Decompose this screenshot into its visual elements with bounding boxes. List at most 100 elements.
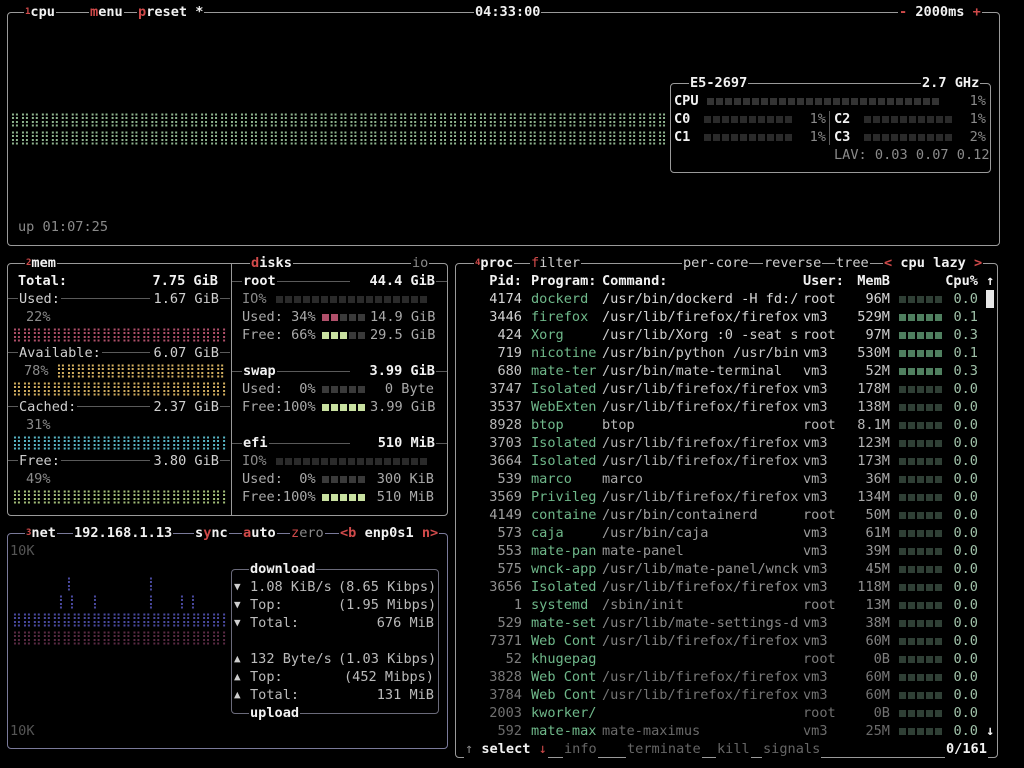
process-row[interactable]: 3828 Web Cont/usr/lib/firefox/firefox vm3 6… bbox=[460, 668, 985, 686]
process-pid: 7371 bbox=[489, 633, 522, 649]
interface-selector[interactable]: <b enp0s1 n> bbox=[339, 524, 440, 542]
prev-interface-button[interactable]: <b bbox=[340, 525, 357, 541]
process-row[interactable]: 4174 dockerd/usr/bin/dockerd -H fd:/root 9… bbox=[460, 290, 985, 308]
scroll-down-arrow[interactable]: ↓ bbox=[986, 723, 995, 739]
download-spike: ⡇ bbox=[69, 594, 77, 610]
process-row[interactable]: 7371 Web Cont/usr/lib/firefox/firefox vm3 6… bbox=[460, 632, 985, 650]
meter-cell bbox=[908, 691, 915, 699]
process-cpu: 0.0 bbox=[953, 669, 978, 685]
meter-cell bbox=[878, 97, 885, 105]
meter-cell bbox=[908, 565, 915, 573]
process-row[interactable]: 553 mate-pan mate-panel vm3 39M 0.0 bbox=[460, 542, 985, 560]
process-row[interactable]: 3656 Isolated/usr/lib/firefox/firefox vm3 1… bbox=[460, 578, 985, 596]
disk-io-meter bbox=[276, 290, 436, 308]
sort-prev-button[interactable]: < bbox=[884, 255, 893, 271]
process-row[interactable]: 592 mate-max mate-maximus vm3 25M 0.0 bbox=[460, 722, 985, 740]
meter-cell bbox=[899, 313, 906, 321]
process-row[interactable]: 680 mate-ter/usr/bin/mate-terminal vm3 52M 0… bbox=[460, 362, 985, 380]
disks-panel-title[interactable]: disks bbox=[250, 254, 293, 272]
process-row[interactable]: 1 systemd/sbin/init root 13M 0.0 bbox=[460, 596, 985, 614]
disk-free-value: 510 MiB bbox=[376, 489, 434, 505]
meter-cell bbox=[935, 529, 942, 537]
header-program[interactable]: Program: bbox=[531, 273, 597, 289]
rate-increase-button[interactable]: + bbox=[972, 4, 981, 20]
meter-cell bbox=[926, 421, 933, 429]
process-row[interactable]: 3446 firefox/usr/lib/firefox/firefox vm3 52… bbox=[460, 308, 985, 326]
process-row[interactable]: 573 caja/usr/bin/caja vm3 61M 0.0 bbox=[460, 524, 985, 542]
process-row[interactable]: 2003 kworker/root 0B 0.0 bbox=[460, 704, 985, 722]
zero-toggle[interactable]: zero bbox=[290, 524, 325, 542]
tree-toggle[interactable]: tree bbox=[835, 254, 870, 272]
meter-cell bbox=[917, 637, 924, 645]
auto-toggle[interactable]: auto bbox=[242, 524, 277, 542]
process-row[interactable]: 52 khugepag root 0B 0.0 bbox=[460, 650, 985, 668]
rate-decrease-button[interactable]: - bbox=[899, 4, 908, 20]
process-program: mate-pan bbox=[531, 543, 597, 559]
meter-cell bbox=[945, 115, 952, 123]
scrollbar-thumb[interactable] bbox=[986, 290, 994, 308]
reverse-toggle[interactable]: reverse bbox=[763, 254, 823, 272]
process-row[interactable]: 3537 WebExten/usr/lib/firefox/firefox vm3 1… bbox=[460, 398, 985, 416]
process-mem: 178M bbox=[857, 381, 890, 397]
process-program: caja bbox=[531, 525, 564, 541]
select-control[interactable]: ↑ select ↓ bbox=[464, 740, 548, 758]
io-toggle[interactable]: io bbox=[411, 254, 430, 272]
meter-cell bbox=[899, 691, 906, 699]
meter-cell bbox=[917, 673, 924, 681]
update-rate[interactable]: - 2000ms + bbox=[898, 3, 982, 21]
meter-cell bbox=[899, 493, 906, 501]
process-user: vm3 bbox=[803, 687, 828, 703]
cpu-graph-row-1: ⣿⣿⣿⣿⣿⣿⣿⣿⣿⣿⣿⣿⣿⣿⣿⣿⣿⣿⣿⣿⣿⣿⣿⣿⣿⣿⣿⣿⣿⣿⣿⣿⣿⣿⣿⣿⣿⣿⣿⣿… bbox=[10, 112, 666, 128]
process-row[interactable]: 575 wnck-app/usr/lib/mate-panel/wnck vm3 45… bbox=[460, 560, 985, 578]
process-row[interactable]: 3569 Privileg/usr/lib/firefox/firefox vm3 1… bbox=[460, 488, 985, 506]
meter-cell bbox=[918, 115, 925, 123]
meter-cell bbox=[935, 331, 942, 339]
disk-rule bbox=[232, 443, 447, 444]
meter-cell bbox=[411, 295, 418, 303]
mem-panel-title[interactable]: 2mem bbox=[25, 254, 57, 272]
next-interface-button[interactable]: n> bbox=[421, 525, 439, 541]
meter-cell bbox=[899, 655, 906, 663]
header-user[interactable]: User: bbox=[803, 273, 844, 289]
process-row[interactable]: 719 nicotine/usr/bin/python /usr/bin vm3 53… bbox=[460, 344, 985, 362]
process-pid: 575 bbox=[497, 561, 522, 577]
sort-next-button[interactable]: > bbox=[974, 255, 983, 271]
process-row[interactable]: 4149 containe/usr/bin/containerd root 50M 0.… bbox=[460, 506, 985, 524]
header-pid[interactable]: Pid: bbox=[489, 273, 522, 289]
kill-button[interactable]: kill bbox=[716, 740, 751, 758]
header-mem[interactable]: MemB bbox=[857, 273, 890, 289]
preset-button[interactable]: preset * bbox=[137, 3, 205, 21]
header-command[interactable]: Command: bbox=[602, 273, 668, 289]
meter-cell bbox=[908, 403, 915, 411]
terminate-button[interactable]: terminate bbox=[626, 740, 702, 758]
process-row[interactable]: 3664 Isolated/usr/lib/firefox/firefox vm3 1… bbox=[460, 452, 985, 470]
info-button[interactable]: info bbox=[563, 740, 598, 758]
process-row[interactable]: 539 marco marco vm3 36M 0.0 bbox=[460, 470, 985, 488]
process-row[interactable]: 8928 btop btop root 8.1M 0.0 bbox=[460, 416, 985, 434]
meter-cell bbox=[935, 493, 942, 501]
filter-button[interactable]: filter bbox=[530, 254, 582, 272]
meter-cell bbox=[339, 295, 346, 303]
sort-selector[interactable]: < cpu lazy > bbox=[883, 254, 984, 272]
process-pid: 573 bbox=[497, 525, 522, 541]
process-row[interactable]: 3703 Isolated/usr/lib/firefox/firefox vm3 1… bbox=[460, 434, 985, 452]
per-core-toggle[interactable]: per-core bbox=[682, 254, 750, 272]
meter-cell bbox=[891, 133, 898, 141]
process-row[interactable]: 529 mate-set/usr/lib/mate-settings-d vm3 38… bbox=[460, 614, 985, 632]
meter-cell bbox=[340, 403, 347, 411]
upload-arrow-icon: ▲ bbox=[234, 688, 241, 701]
net-panel-title[interactable]: 3net bbox=[25, 524, 57, 542]
menu-button[interactable]: menu bbox=[89, 3, 124, 21]
scroll-up-arrow[interactable]: ↑ bbox=[986, 273, 995, 289]
process-row[interactable]: 424 Xorg/usr/lib/Xorg :0 -seat s root 97M 0.… bbox=[460, 326, 985, 344]
signals-button[interactable]: signals bbox=[762, 740, 822, 758]
meter-cell bbox=[349, 331, 356, 339]
sync-toggle[interactable]: sync bbox=[194, 524, 229, 542]
proc-panel-title[interactable]: 4proc bbox=[474, 254, 515, 272]
header-cpu[interactable]: Cpu% bbox=[945, 273, 978, 289]
cpu-panel-title[interactable]: 1cpu bbox=[24, 3, 56, 21]
process-user: root bbox=[803, 327, 836, 343]
process-cpu: 0.0 bbox=[953, 615, 978, 631]
process-row[interactable]: 3784 Web Cont/usr/lib/firefox/firefox vm3 6… bbox=[460, 686, 985, 704]
process-row[interactable]: 3747 Isolated/usr/lib/firefox/firefox vm3 1… bbox=[460, 380, 985, 398]
